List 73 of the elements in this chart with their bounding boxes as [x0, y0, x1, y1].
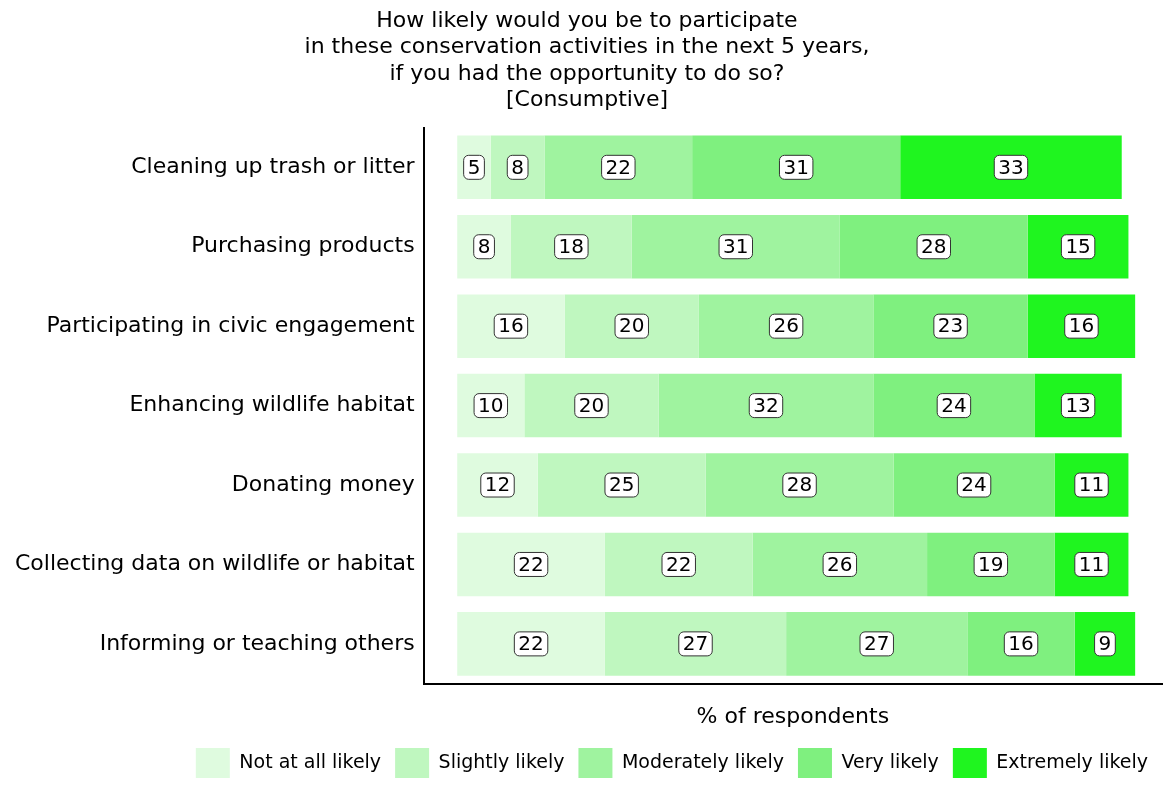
y-tick-label: Enhancing wildlife habitat [129, 391, 416, 417]
bar [510, 214, 632, 279]
data-label: 5 [467, 154, 481, 179]
data-label: 18 [558, 233, 585, 258]
legend-label: Moderately likely [621, 749, 784, 772]
data-label: 33 [998, 154, 1024, 179]
data-label: 22 [605, 154, 632, 179]
bar [927, 532, 1055, 597]
bar [698, 294, 874, 358]
data-label: 24 [961, 472, 987, 497]
y-tick-label: Cleaning up trash or litter [131, 153, 416, 179]
data-label: 11 [1078, 551, 1105, 576]
bar [873, 294, 1028, 358]
bar [524, 373, 659, 438]
bar [658, 373, 874, 438]
data-label: 25 [608, 472, 635, 497]
legend-label: Not at all likely [239, 749, 382, 772]
chart-title: How likely would you be to participate in these conservation activities in the next 5 years, if you had the opportunity to do so? [Consumptive] [304, 6, 870, 112]
data-label: 19 [978, 551, 1004, 576]
legend-label: Very likely [841, 749, 939, 772]
y-tick-label: Donating money [231, 470, 415, 496]
bar [544, 135, 693, 200]
data-label: 15 [1065, 233, 1091, 258]
bar [692, 135, 901, 200]
bar [457, 532, 605, 597]
bar [631, 214, 840, 279]
bar [564, 294, 699, 358]
data-label: 28 [786, 472, 813, 497]
bar [604, 532, 753, 597]
data-label: 16 [1068, 313, 1095, 338]
data-label: 26 [773, 313, 799, 338]
data-label: 27 [864, 631, 890, 656]
bar [457, 612, 605, 676]
bar [900, 135, 1122, 200]
y-tick-label: Purchasing products [191, 232, 415, 258]
data-label: 16 [1008, 631, 1034, 656]
bar [457, 294, 565, 358]
y-tick-label: Informing or teaching others [99, 629, 415, 655]
legend-label: Extremely likely [996, 749, 1148, 772]
data-label: 31 [783, 154, 809, 179]
data-label: 11 [1078, 472, 1105, 497]
data-label: 26 [827, 551, 853, 576]
y-tick-label: Collecting data on wildlife or habitat [14, 550, 416, 576]
data-label: 27 [682, 631, 709, 656]
data-label: 13 [1065, 392, 1091, 417]
data-label: 22 [518, 551, 544, 576]
y-tick-label: Participating in civic engagement [46, 311, 416, 337]
data-label: 20 [619, 313, 645, 338]
bar [893, 453, 1055, 517]
data-label: 22 [518, 631, 544, 656]
data-label: 8 [511, 154, 525, 179]
bar [537, 453, 706, 517]
data-label: 22 [666, 551, 692, 576]
data-label: 31 [723, 233, 749, 258]
bar [967, 612, 1075, 676]
data-label: 23 [937, 313, 964, 338]
bar [873, 373, 1035, 438]
data-label: 8 [477, 233, 491, 258]
bar [786, 612, 968, 676]
data-label: 12 [484, 472, 511, 497]
data-label: 20 [578, 392, 605, 417]
bar [705, 453, 894, 517]
bar [752, 532, 928, 597]
data-label: 24 [941, 392, 967, 417]
bar [839, 214, 1028, 279]
legend-label: Slightly likely [438, 749, 565, 772]
data-label: 10 [478, 392, 504, 417]
data-label: 32 [753, 392, 779, 417]
data-label: 9 [1098, 631, 1112, 656]
bar [604, 612, 787, 676]
data-label: 16 [498, 313, 524, 338]
data-label: 28 [921, 233, 947, 258]
x-axis-title: % of respondents [696, 702, 890, 728]
